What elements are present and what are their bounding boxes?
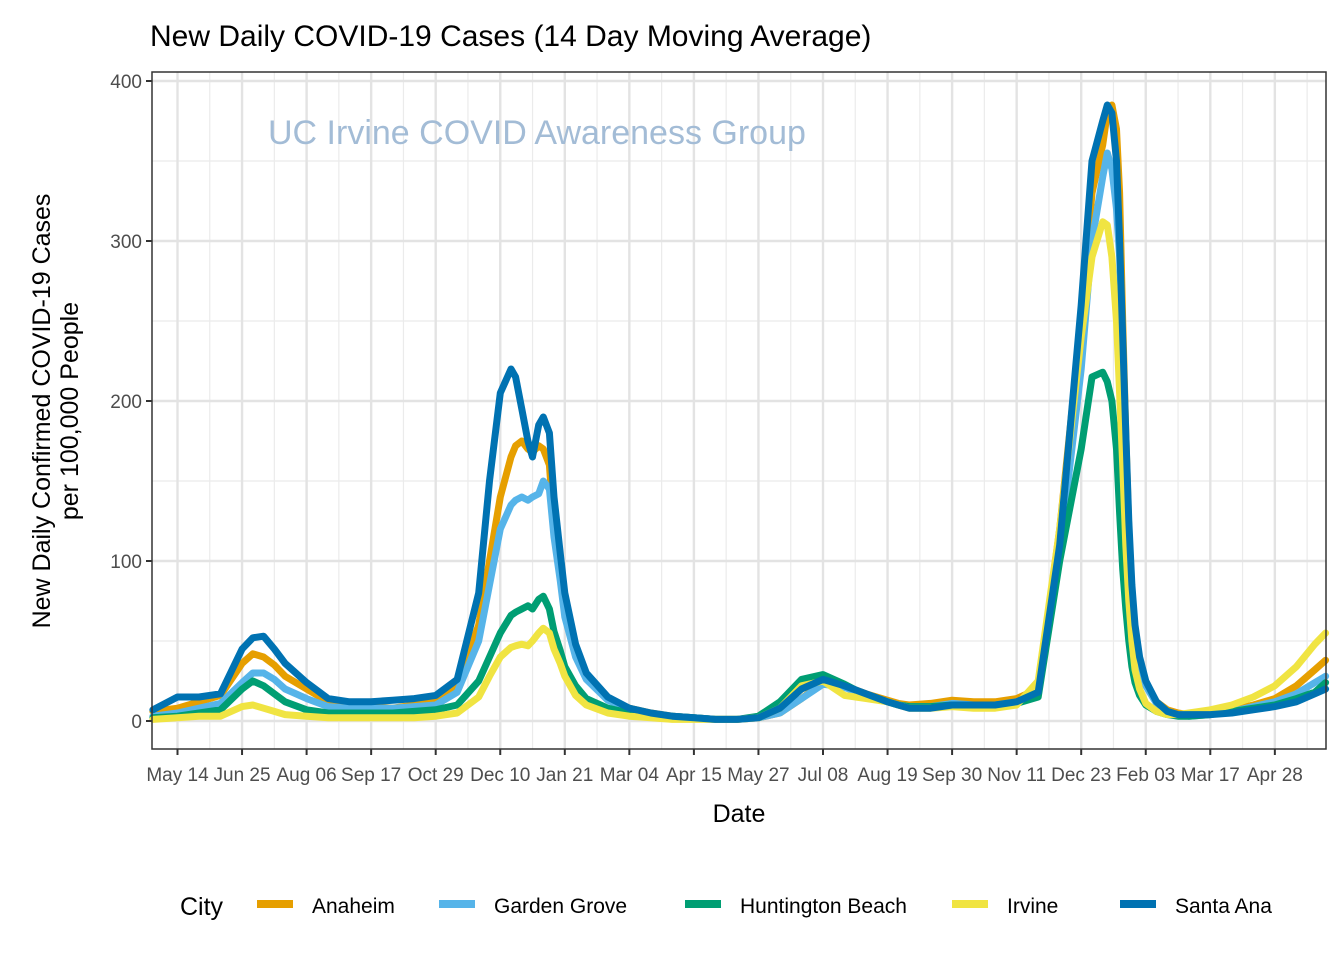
x-tick-label: Dec 23 [1051, 765, 1111, 786]
y-tick-label: 100 [110, 552, 142, 573]
x-tick-label: Oct 29 [408, 765, 464, 786]
legend-item-santa-ana: Santa Ana [1120, 895, 1272, 918]
x-tick-label: Sep 17 [341, 765, 401, 786]
legend-item-garden-grove: Garden Grove [439, 895, 627, 918]
x-tick-label: Aug 06 [276, 765, 336, 786]
grid-major [152, 72, 1326, 749]
legend-key-anaheim [257, 900, 293, 908]
legend-key-huntington-beach [685, 900, 721, 908]
plot-panel: UC Irvine COVID Awareness Group [149, 71, 1330, 750]
legend: City Anaheim Garden Grove Huntington Beach… [180, 893, 1272, 921]
panel-background [152, 72, 1326, 749]
y-axis-title-line-2: per 100,000 People [56, 302, 84, 520]
panel-border [151, 71, 1327, 750]
legend-item-huntington-beach: Huntington Beach [685, 895, 907, 918]
legend-key-santa-ana [1120, 900, 1156, 908]
y-tick-label: 0 [131, 712, 142, 733]
y-tick-label: 300 [110, 232, 142, 253]
x-tick-label: Sep 30 [922, 765, 982, 786]
x-axis: May 14 Jun 25 Aug 06 Sep 17 Oct 29 Dec 10 Jan … [146, 749, 1303, 786]
legend-key-irvine [952, 900, 988, 908]
x-tick-label: Feb 03 [1116, 765, 1175, 786]
y-axis: 0 100 200 300 400 [110, 72, 152, 733]
legend-label-garden-grove: Garden Grove [494, 895, 627, 918]
x-tick-label: Apr 28 [1247, 765, 1303, 786]
legend-key-garden-grove [439, 900, 475, 908]
y-tick-label: 400 [110, 72, 142, 93]
y-axis-title: New Daily Confirmed COVID-19 Cases per 1… [28, 194, 84, 629]
x-tick-label: Apr 15 [666, 765, 722, 786]
legend-item-irvine: Irvine [952, 895, 1058, 918]
x-tick-label: Jan 21 [536, 765, 593, 786]
x-tick-label: May 27 [727, 765, 789, 786]
x-tick-label: Jun 25 [214, 765, 271, 786]
series-lines [149, 101, 1330, 723]
y-axis-title-line-1: New Daily Confirmed COVID-19 Cases [28, 194, 56, 629]
x-tick-label: Mar 17 [1181, 765, 1240, 786]
series-line-santa-ana [149, 101, 1330, 723]
x-axis-title: Date [713, 800, 766, 828]
legend-label-santa-ana: Santa Ana [1175, 895, 1272, 918]
x-tick-label: Nov 11 [987, 765, 1046, 786]
x-tick-label: Dec 10 [470, 765, 530, 786]
legend-label-irvine: Irvine [1007, 895, 1058, 918]
legend-label-anaheim: Anaheim [312, 895, 395, 918]
y-tick-label: 200 [110, 392, 142, 413]
x-tick-label: Jul 08 [798, 765, 849, 786]
legend-label-huntington-beach: Huntington Beach [740, 895, 907, 918]
x-tick-label: Aug 19 [857, 765, 917, 786]
x-tick-label: May 14 [146, 765, 209, 786]
legend-title: City [180, 893, 224, 921]
legend-item-anaheim: Anaheim [257, 895, 395, 918]
watermark-annotation: UC Irvine COVID Awareness Group [268, 114, 806, 152]
grid-minor [152, 72, 1326, 749]
chart-title: New Daily COVID-19 Cases (14 Day Moving … [150, 20, 871, 53]
x-tick-label: Mar 04 [600, 765, 660, 786]
